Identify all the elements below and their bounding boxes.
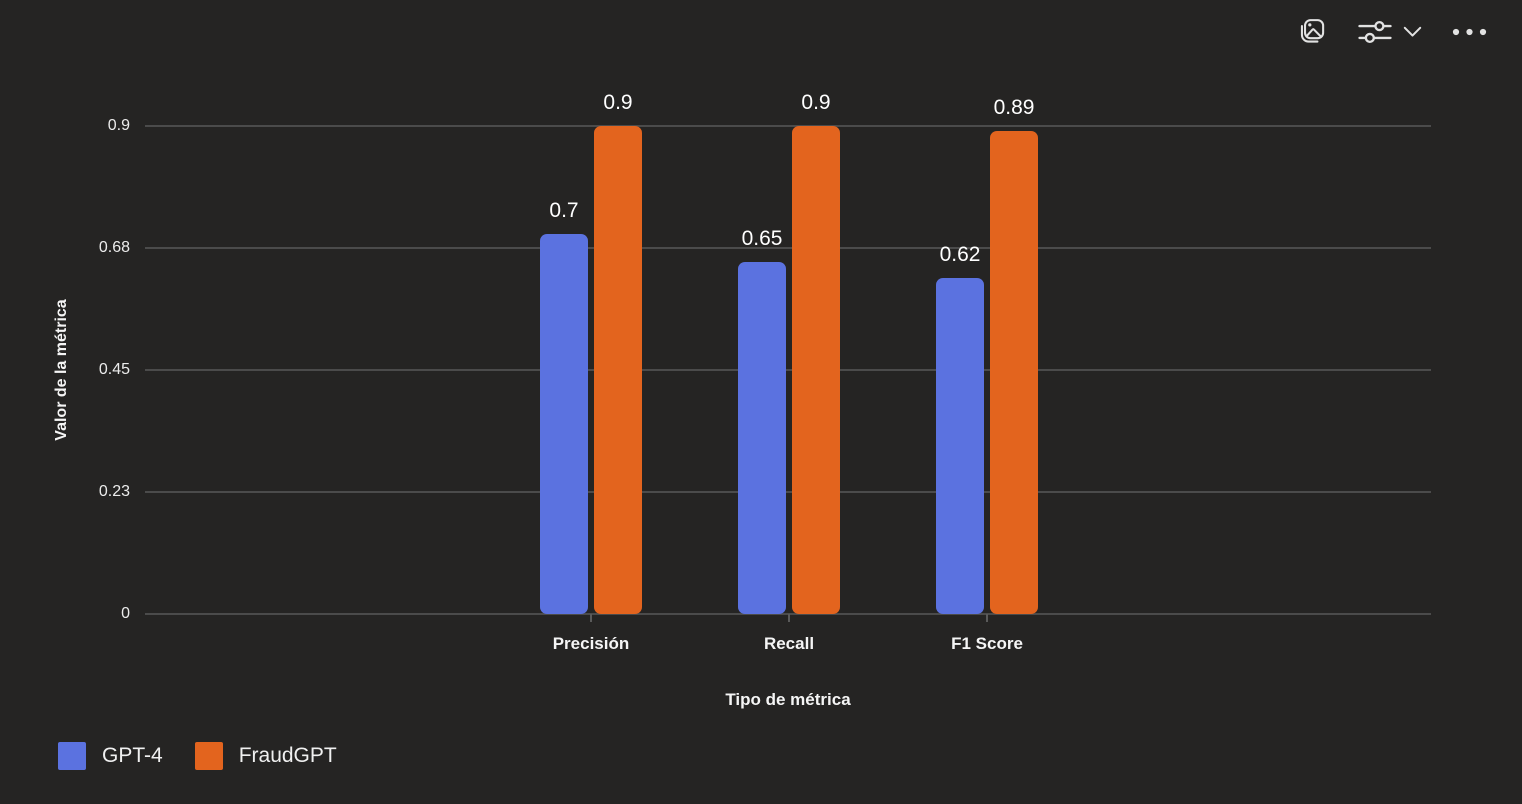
bar-data-label: 0.62: [939, 242, 981, 266]
y-tick-label: 0.68: [98, 239, 130, 256]
more-options-button[interactable]: [1450, 26, 1490, 38]
y-tick-label: 0.23: [98, 483, 130, 500]
bar-fraudgpt-0[interactable]: [594, 126, 642, 614]
bar-fraudgpt-2[interactable]: [990, 131, 1038, 614]
legend-swatch: [194, 742, 223, 770]
y-tick-label: 0.9: [107, 117, 130, 134]
gridline: [145, 247, 1431, 249]
y-tick-label: 0.45: [98, 361, 130, 378]
legend-swatch: [58, 742, 86, 770]
legend-item: FraudGPT: [194, 742, 337, 770]
gridline: [145, 369, 1431, 371]
category-label: F1 Score: [951, 634, 1023, 653]
category-label: Recall: [763, 634, 815, 653]
more-options-icon: [1452, 28, 1488, 36]
bar-data-label: 0.65: [741, 226, 783, 250]
chevron-down-icon: [1403, 26, 1422, 38]
legend-item: GPT-4: [58, 742, 163, 770]
bar-gpt-4-2[interactable]: [936, 277, 984, 614]
bar-gpt-4-1[interactable]: [738, 261, 786, 614]
bar-gpt-4-0[interactable]: [540, 234, 588, 614]
gridline: [145, 491, 1431, 493]
y-tick-label: 0: [121, 605, 130, 622]
bar-data-label: 0.7: [549, 199, 579, 223]
x-tick-mark: [590, 614, 592, 622]
x-axis-title: Tipo de métrica: [725, 690, 851, 709]
legend-label: GPT-4: [102, 744, 163, 767]
bar-fraudgpt-1[interactable]: [792, 126, 840, 614]
filters-icon: [1357, 18, 1393, 46]
x-tick-mark: [986, 614, 988, 622]
y-axis-title: Valor de la métrica: [53, 299, 70, 441]
gridline: [145, 125, 1431, 127]
filters-dropdown-button[interactable]: [1355, 16, 1424, 48]
category-label: Precisión: [552, 634, 630, 653]
legend-label: FraudGPT: [238, 744, 337, 767]
image-icon: [1296, 16, 1327, 47]
bar-data-label: 0.9: [603, 91, 633, 114]
image-button[interactable]: [1294, 14, 1329, 49]
legend: GPT-4 FraudGPT: [58, 742, 337, 770]
bar-data-label: 0.9: [801, 91, 831, 114]
bar-data-label: 0.89: [993, 96, 1035, 120]
x-tick-mark: [788, 614, 790, 622]
visual-header: [1294, 14, 1490, 49]
